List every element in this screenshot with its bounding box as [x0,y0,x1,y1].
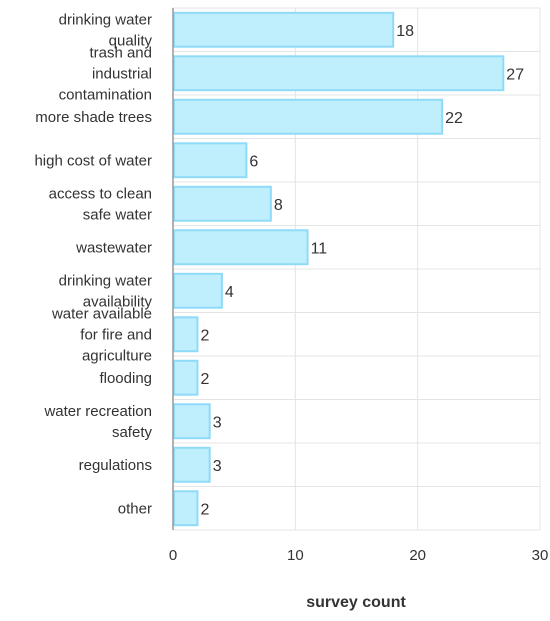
category-label-line: industrial [92,65,152,82]
category-label-line: drinking water [59,11,152,28]
bar-value-label: 8 [274,197,283,214]
category-label-line: access to clean [49,185,152,202]
bar[interactable] [173,359,199,396]
bar[interactable] [173,98,444,135]
x-axis: 0 10 20 30 [169,8,549,564]
bar[interactable] [173,272,223,309]
category-label: flooding [99,370,152,387]
category-label-line: safety [112,424,153,441]
bar[interactable] [173,142,248,179]
x-tick-label: 30 [532,547,549,564]
bars [173,11,505,527]
category-label-line: drinking water [59,272,152,289]
category-label: water available for fire and agriculture [51,305,152,364]
category-label-line: safe water [83,206,152,223]
bar[interactable] [173,11,395,48]
category-label: drinking water quality [59,11,153,49]
bar-value-label: 3 [213,458,222,475]
category-label: high cost of water [34,152,152,169]
x-tick-label: 0 [169,547,177,564]
x-tick-label: 20 [409,547,426,564]
category-label-line: high cost of water [34,152,152,169]
bar-value-label: 2 [200,501,209,518]
x-axis-title: survey count [306,594,406,611]
category-label-line: other [118,500,152,517]
bar-value-label: 4 [225,284,234,301]
category-label-line: agriculture [82,347,152,364]
category-label-line: regulations [79,457,152,474]
bar-value-label: 2 [200,327,209,344]
bar-value-label: 11 [311,240,328,257]
bar[interactable] [173,403,211,440]
bar-value-label: 2 [200,371,209,388]
bar[interactable] [173,55,505,92]
category-label: drinking water availability [59,272,153,310]
category-label-line: quality [109,32,153,49]
category-label-line: wastewater [75,239,152,256]
bar-value-label: 22 [445,110,463,127]
category-label: wastewater [75,239,152,256]
bar[interactable] [173,446,211,483]
category-label-line: trash and [89,44,152,61]
bar-value-label: 6 [249,153,258,170]
category-label-line: for fire and [80,326,152,343]
category-label-line: availability [83,293,153,310]
bar-value-label: 3 [213,414,222,431]
category-label: regulations [79,457,152,474]
category-label: more shade trees [35,109,152,126]
category-label-line: contamination [59,86,152,103]
x-tick-label: 10 [287,547,304,564]
bar[interactable] [173,316,199,353]
bar-value-label: 18 [396,23,414,40]
category-label: water recreation safety [43,403,152,441]
bar[interactable] [173,490,199,527]
category-label-line: flooding [99,370,152,387]
category-label: other [118,500,152,517]
bar[interactable] [173,185,272,222]
bar[interactable] [173,229,309,266]
bar-value-label: 27 [506,66,524,83]
category-label: access to clean safe water [49,185,152,223]
category-label: trash and industrial contamination [59,44,152,103]
category-label-line: water available [51,305,152,322]
category-label-line: more shade trees [35,109,152,126]
category-label-line: water recreation [43,403,152,420]
grid-lines [173,7,541,531]
